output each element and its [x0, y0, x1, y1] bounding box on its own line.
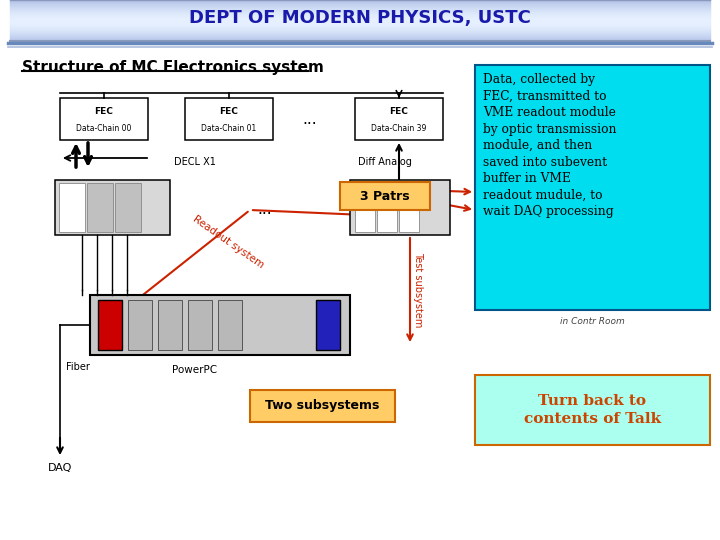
Bar — [350, 180, 450, 235]
Bar — [115, 183, 141, 232]
Bar — [10, 29, 710, 30]
Bar — [475, 65, 710, 310]
Bar — [10, 31, 710, 32]
Bar — [399, 183, 419, 232]
Bar — [10, 0, 710, 1]
Bar — [10, 19, 710, 20]
Text: ...: ... — [258, 202, 272, 218]
Text: DEPT OF MODERN PHYSICS, USTC: DEPT OF MODERN PHYSICS, USTC — [189, 9, 531, 27]
Text: FEC: FEC — [220, 107, 238, 116]
Bar — [10, 12, 710, 13]
Bar — [10, 32, 710, 33]
Bar — [475, 375, 710, 445]
Bar — [10, 37, 710, 38]
Bar — [10, 15, 710, 16]
Bar — [10, 20, 710, 21]
Bar — [10, 13, 710, 14]
Bar — [10, 9, 710, 10]
Text: Turn back to
contents of Talk: Turn back to contents of Talk — [524, 394, 661, 426]
Text: DAQ: DAQ — [48, 463, 72, 473]
Bar — [10, 10, 710, 11]
Bar — [10, 2, 710, 3]
Bar — [10, 8, 710, 9]
Bar — [10, 38, 710, 39]
Text: Fiber: Fiber — [66, 362, 90, 372]
Text: in Contr Room: in Contr Room — [560, 318, 625, 327]
Bar — [316, 300, 340, 350]
Bar — [10, 34, 710, 35]
Bar — [128, 300, 152, 350]
Text: Readout system: Readout system — [191, 214, 266, 270]
Bar — [10, 36, 710, 37]
Bar — [340, 182, 430, 210]
Bar — [10, 6, 710, 7]
Bar — [10, 4, 710, 5]
Bar — [250, 390, 395, 422]
Text: ...: ... — [302, 111, 318, 126]
Bar — [87, 183, 113, 232]
Text: 3 Patrs: 3 Patrs — [360, 190, 410, 202]
Bar — [10, 30, 710, 31]
Text: Data, collected by
FEC, transmitted to
VME readout module
by optic transmission
: Data, collected by FEC, transmitted to V… — [483, 73, 616, 218]
Bar — [10, 5, 710, 6]
Bar — [10, 7, 710, 8]
Text: PowerPC: PowerPC — [172, 365, 217, 375]
Bar — [10, 21, 710, 22]
Bar — [10, 24, 710, 25]
Bar — [60, 98, 148, 140]
Bar — [59, 183, 85, 232]
Text: DECL X1: DECL X1 — [174, 157, 216, 167]
Bar — [10, 33, 710, 34]
Bar — [10, 18, 710, 19]
Bar — [10, 17, 710, 18]
Text: Test subsystem: Test subsystem — [413, 252, 423, 328]
Bar — [10, 27, 710, 28]
Text: Data-Chain 01: Data-Chain 01 — [202, 124, 256, 133]
Bar — [10, 3, 710, 4]
Bar — [10, 16, 710, 17]
Bar — [10, 39, 710, 40]
Text: Data-Chain 00: Data-Chain 00 — [76, 124, 132, 133]
Bar — [55, 180, 170, 235]
Bar — [10, 11, 710, 12]
Bar — [10, 28, 710, 29]
Bar — [218, 300, 242, 350]
Bar — [10, 25, 710, 26]
Bar — [158, 300, 182, 350]
Bar — [355, 98, 443, 140]
Bar — [10, 26, 710, 27]
Bar — [377, 183, 397, 232]
Bar — [98, 300, 122, 350]
Bar — [188, 300, 212, 350]
Bar — [90, 295, 350, 355]
Bar — [10, 1, 710, 2]
Text: Structure of MC Electronics system: Structure of MC Electronics system — [22, 60, 324, 75]
Text: Data-Chain 39: Data-Chain 39 — [372, 124, 427, 133]
Bar — [10, 23, 710, 24]
Bar — [185, 98, 273, 140]
Bar — [10, 22, 710, 23]
Text: FEC: FEC — [94, 107, 114, 116]
Bar — [10, 14, 710, 15]
Text: FEC: FEC — [390, 107, 408, 116]
Text: Two subsystems: Two subsystems — [265, 400, 379, 413]
Bar — [10, 35, 710, 36]
Text: Diff Analog: Diff Analog — [358, 157, 412, 167]
Bar — [355, 183, 375, 232]
